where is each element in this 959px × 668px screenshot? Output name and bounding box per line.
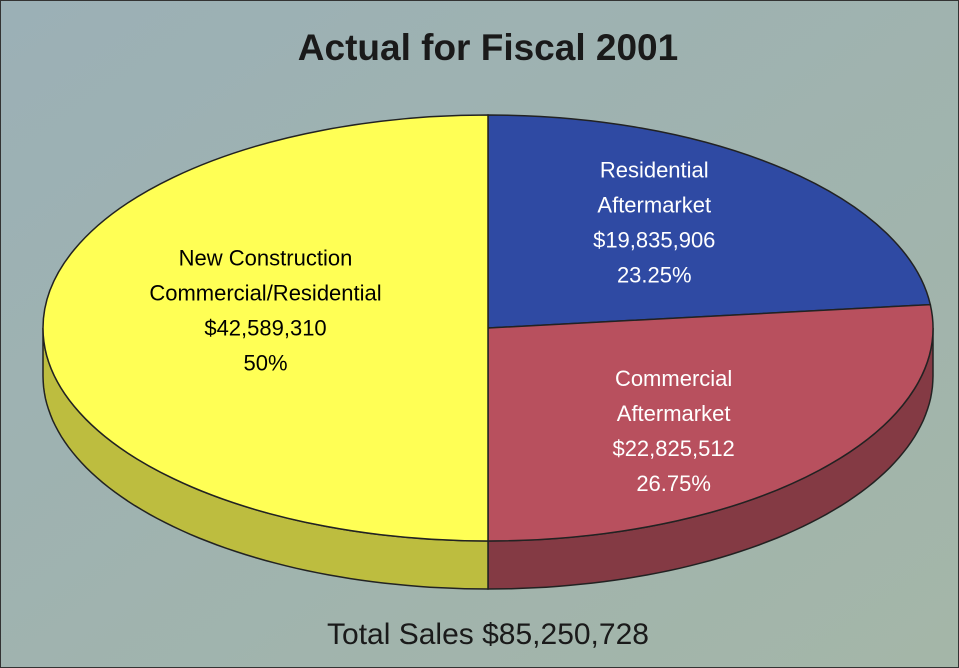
slice bbox=[487, 303, 934, 542]
value-label: 26.75% bbox=[636, 471, 711, 496]
slice-label: Aftermarket bbox=[597, 192, 711, 217]
value-label: 23.25% bbox=[617, 262, 692, 287]
amount-label: $19,835,906 bbox=[593, 227, 715, 252]
slice-label: New Construction bbox=[179, 245, 353, 270]
annotation: Total Sales $85,250,728 bbox=[327, 618, 649, 651]
slice bbox=[42, 114, 489, 542]
chart-title: Actual for Fiscal 2001 bbox=[298, 27, 678, 68]
slice bbox=[487, 114, 932, 329]
amount-label: $22,825,512 bbox=[612, 436, 734, 461]
slice-label: Commercial bbox=[615, 366, 732, 391]
slice-label: Commercial/Residential bbox=[149, 280, 381, 305]
slice-label: Aftermarket bbox=[617, 401, 731, 426]
slice-label: Residential bbox=[600, 157, 709, 182]
value-label: 50% bbox=[243, 350, 287, 375]
amount-label: $42,589,310 bbox=[204, 315, 326, 340]
